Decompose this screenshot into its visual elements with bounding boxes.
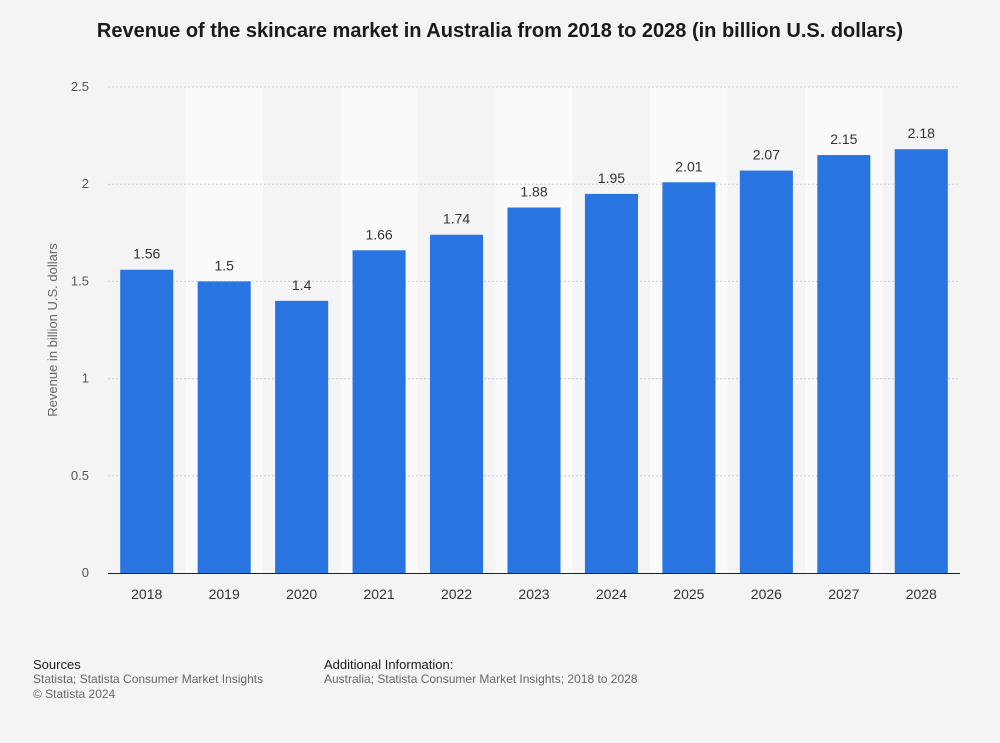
x-tick-label: 2027 [828, 586, 859, 602]
value-label: 1.4 [292, 277, 312, 293]
y-axis-ticks: 0 0.5 1 1.5 2 2.5 [71, 79, 89, 580]
bars [120, 149, 948, 574]
value-label: 2.01 [675, 158, 702, 174]
additional-info-heading: Additional Information: [324, 657, 454, 672]
x-tick-label: 2022 [441, 586, 472, 602]
value-label: 2.18 [908, 125, 935, 141]
bar-2025[interactable] [662, 182, 716, 574]
y-tick-label: 0 [82, 565, 89, 580]
chart-title: Revenue of the skincare market in Austra… [96, 20, 904, 42]
bar-2026[interactable] [739, 170, 793, 574]
bar-2021[interactable] [352, 250, 406, 573]
bar-chart: 0 0.5 1 1.5 2 2.5 1.56 1.5 1.4 1.66 1.74 1.88 1.95 2… [45, 79, 960, 602]
y-tick-label: 1 [82, 371, 89, 386]
x-tick-label: 2024 [596, 586, 627, 602]
x-tick-label: 2026 [751, 586, 782, 602]
x-tick-label: 2023 [518, 586, 549, 602]
y-tick-label: 1.5 [71, 273, 89, 288]
value-label: 2.07 [753, 147, 780, 163]
x-tick-label: 2021 [364, 586, 395, 602]
x-tick-label: 2018 [131, 586, 162, 602]
sources-line-1[interactable]: Statista; Statista Consumer Market Insig… [33, 672, 264, 686]
value-label: 1.95 [598, 170, 625, 186]
value-label: 1.66 [365, 226, 392, 242]
sources-heading: Sources [33, 657, 81, 672]
x-tick-label: 2025 [673, 586, 704, 602]
bar-2028[interactable] [894, 149, 948, 573]
y-tick-label: 2.5 [71, 79, 89, 94]
value-label: 1.56 [133, 246, 160, 262]
sources-block: Sources Statista; Statista Consumer Mark… [33, 657, 263, 702]
y-tick-label: 2 [82, 176, 89, 191]
value-label: 1.88 [520, 184, 547, 200]
bar-2023[interactable] [507, 207, 561, 573]
y-axis-title: Revenue in billion U.S. dollars [45, 243, 60, 417]
bar-2020[interactable] [275, 300, 329, 573]
x-tick-label: 2028 [906, 586, 937, 602]
x-tick-label: 2019 [209, 586, 240, 602]
bar-2022[interactable] [430, 234, 484, 573]
additional-info-block: Additional Information: Australia; Stati… [324, 657, 638, 687]
bar-2024[interactable] [584, 193, 638, 574]
value-label: 1.5 [214, 257, 234, 273]
value-label: 2.15 [830, 131, 857, 147]
bar-2027[interactable] [817, 155, 871, 574]
value-labels: 1.56 1.5 1.4 1.66 1.74 1.88 1.95 2.01 2.07 2.15 2.… [133, 125, 935, 293]
bar-2018[interactable] [120, 269, 174, 573]
value-label: 1.74 [443, 211, 470, 227]
additional-info-text: Australia; Statista Consumer Market Insi… [324, 672, 638, 686]
x-tick-label: 2020 [286, 586, 317, 602]
copyright-text: © Statista 2024 [33, 687, 116, 701]
y-tick-label: 0.5 [71, 468, 89, 483]
x-axis-ticks: 2018 2019 2020 2021 2022 2023 2024 2025 2026 2027… [131, 586, 937, 602]
bar-2019[interactable] [197, 281, 251, 573]
